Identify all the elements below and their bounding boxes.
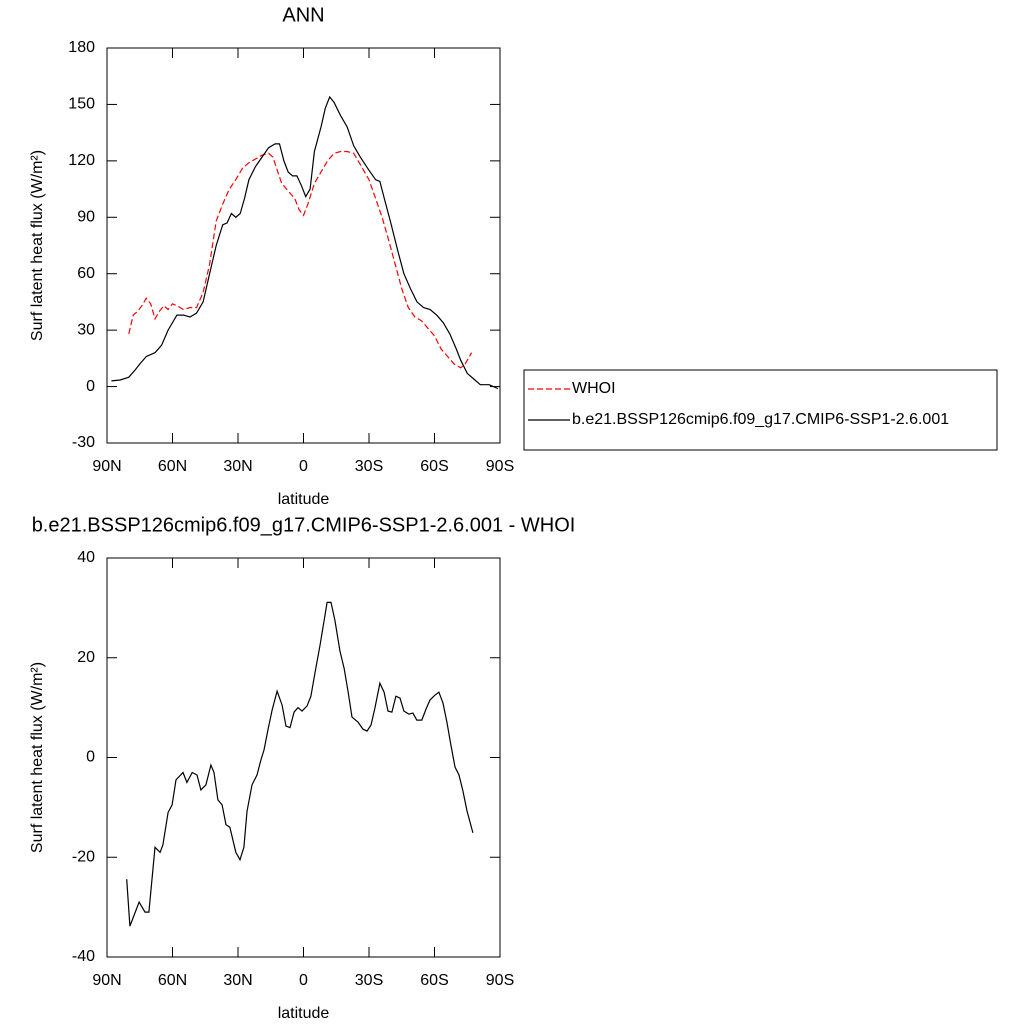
y-tick-label: 60 xyxy=(77,265,95,282)
y-tick-label: -40 xyxy=(72,948,95,965)
x-tick-label: 90N xyxy=(92,458,121,475)
x-tick-label: 30S xyxy=(355,972,383,989)
x-tick-label: 90S xyxy=(486,972,514,989)
y-tick-label: 20 xyxy=(77,649,95,666)
y-tick-label: 180 xyxy=(68,39,95,56)
legend-box xyxy=(523,369,998,451)
legend-label: WHOI xyxy=(572,380,616,397)
data-line xyxy=(126,601,474,927)
y-axis-label: Surf latent heat flux (W/m²) xyxy=(29,150,46,341)
data-line xyxy=(111,95,499,390)
x-axis-label: latitude xyxy=(278,1005,330,1022)
plot-frame xyxy=(106,47,501,444)
y-axis-label: Surf latent heat flux (W/m²) xyxy=(29,662,46,853)
x-tick-label: 90S xyxy=(486,458,514,475)
y-tick-label: 0 xyxy=(86,378,95,395)
chart-title: ANN xyxy=(282,4,324,26)
data-line xyxy=(128,150,473,369)
x-tick-label: 60S xyxy=(420,972,448,989)
x-tick-label: 30N xyxy=(223,458,252,475)
x-tick-label: 60N xyxy=(158,458,187,475)
y-tick-label: 40 xyxy=(77,549,95,566)
plot-frame xyxy=(106,557,501,958)
chart-title: b.e21.BSSP126cmip6.f09_g17.CMIP6-SSP1-2.… xyxy=(32,514,576,536)
y-tick-label: 120 xyxy=(68,152,95,169)
legend-label: b.e21.BSSP126cmip6.f09_g17.CMIP6-SSP1-2.… xyxy=(572,411,949,428)
y-tick-label: 150 xyxy=(68,96,95,113)
y-tick-label: 90 xyxy=(77,209,95,226)
x-tick-label: 60N xyxy=(158,972,187,989)
x-tick-label: 30N xyxy=(223,972,252,989)
x-tick-label: 0 xyxy=(299,458,308,475)
x-tick-label: 60S xyxy=(420,458,448,475)
y-tick-label: 0 xyxy=(86,749,95,766)
y-tick-label: 30 xyxy=(77,321,95,338)
x-axis-label: latitude xyxy=(278,491,330,508)
y-tick-label: -30 xyxy=(72,434,95,451)
x-tick-label: 90N xyxy=(92,972,121,989)
x-tick-label: 30S xyxy=(355,458,383,475)
x-tick-label: 0 xyxy=(299,972,308,989)
y-tick-label: -20 xyxy=(72,848,95,865)
